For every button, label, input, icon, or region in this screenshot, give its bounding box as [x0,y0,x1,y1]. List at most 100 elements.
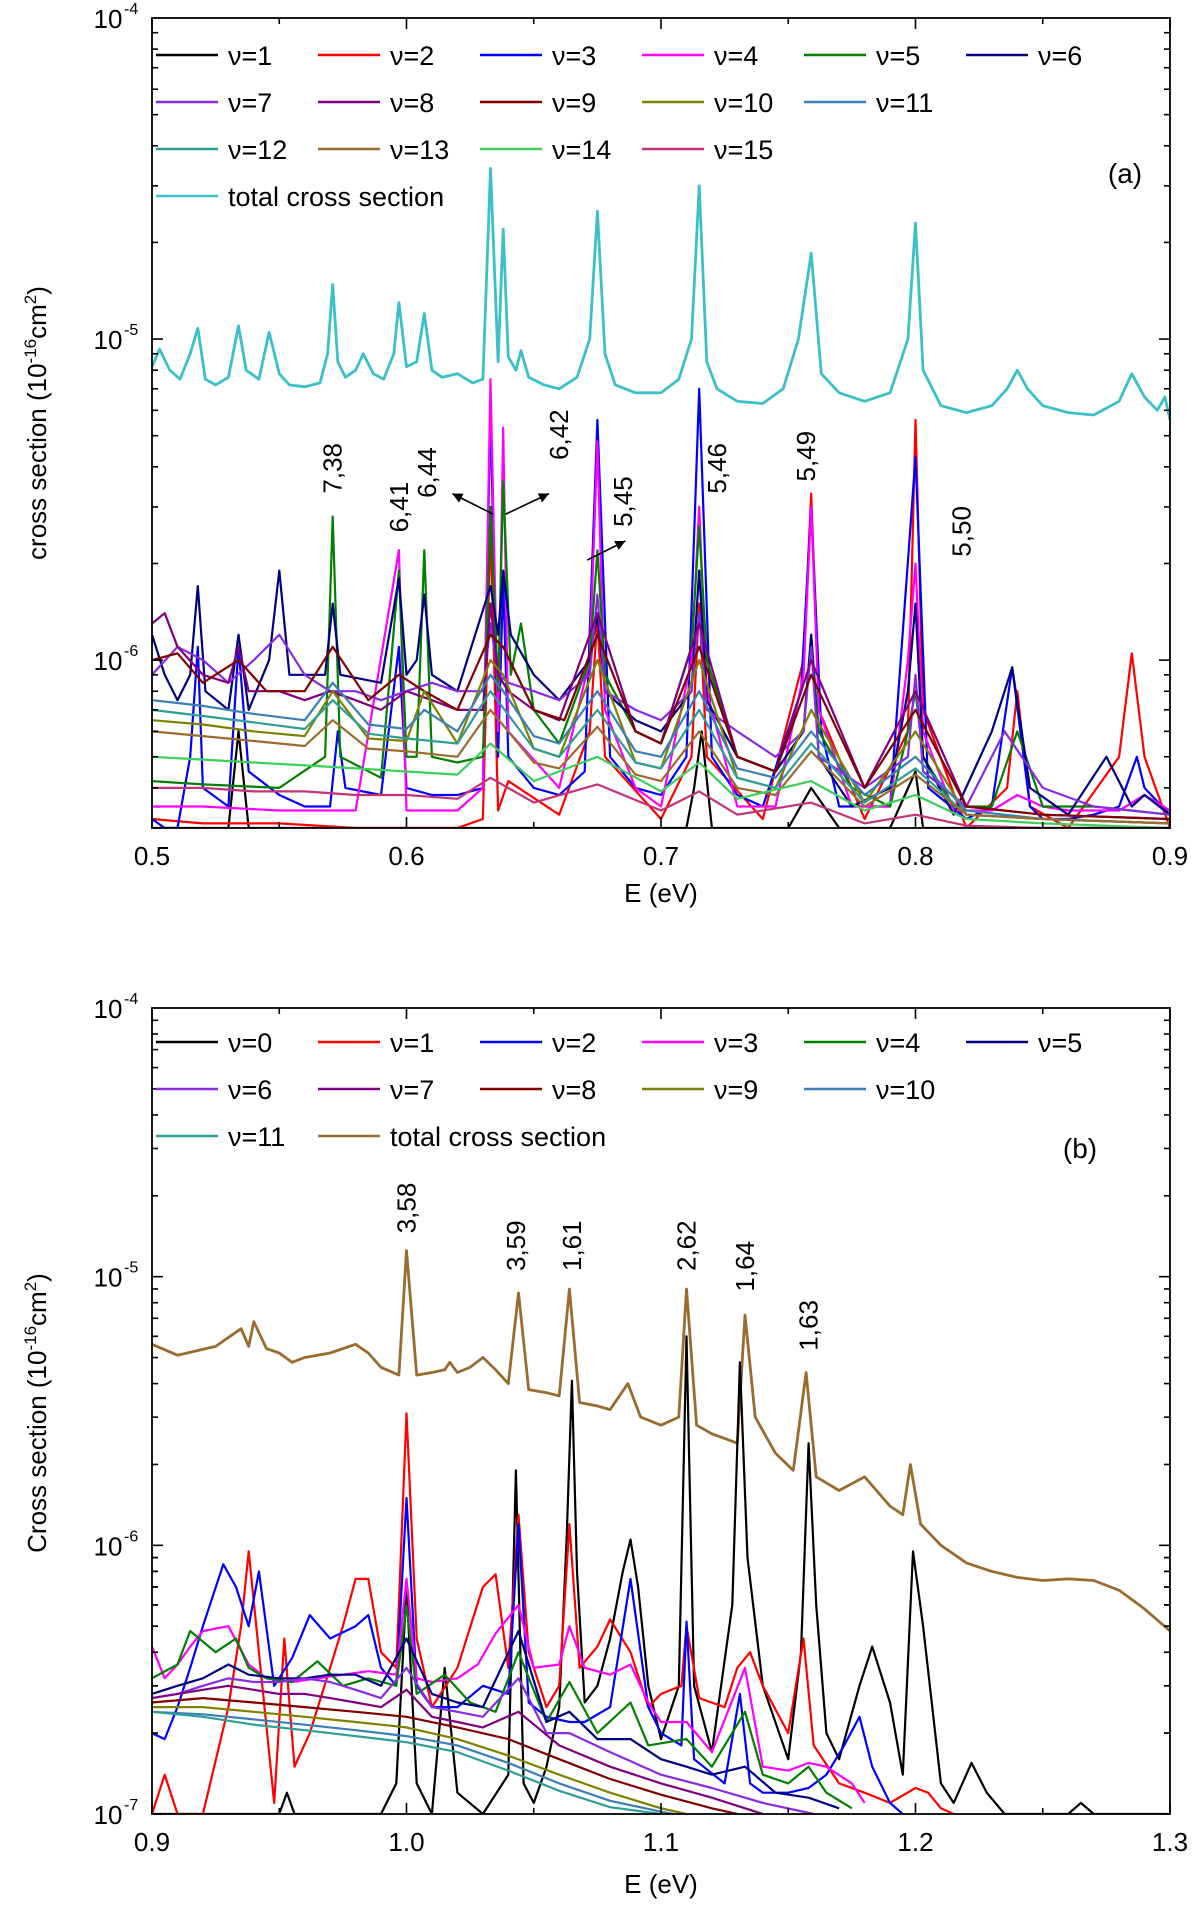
y-tick-label: 10 [94,994,123,1024]
series-line-3 [152,1496,904,1814]
x-tick-label: 0.9 [1152,841,1188,871]
legend-label: ν=7 [228,88,272,118]
legend-label: ν=5 [1038,1028,1082,1058]
y-axis-title-part: ) [22,286,52,295]
y-tick-exponent: -4 [124,1,138,18]
y-axis-title-part: cross section (10 [22,363,52,560]
legend-label: ν=14 [552,135,611,165]
legend-label: ν=0 [228,1028,272,1058]
peak-annotation: 6,41 [384,482,414,533]
y-tick-exponent: -4 [124,991,138,1008]
y-tick-label: 10 [94,4,123,34]
peak-annotation: 6,44 [412,447,442,498]
series-line-9 [152,633,1170,821]
panel-label: (a) [1108,158,1142,189]
panel-a: 0.5 0.6 0.7 0.8 0.910-610-510 -4E (eV)cross s… [21,1,1188,908]
series-line-11 [152,1710,674,1814]
legend-label: ν=12 [228,135,287,165]
peak-annotation: 1,64 [730,1241,760,1292]
x-tick-label: 1.1 [643,1827,679,1857]
legend-label: ν=4 [876,1028,920,1058]
plot-area [152,167,1170,828]
y-axis-title-part: cm [22,304,52,339]
legend-label: ν=2 [552,1028,596,1058]
x-tick-label: 1.2 [897,1827,933,1857]
legend-label: ν=4 [714,41,758,71]
series-line-14 [152,742,1170,828]
x-tick-label: 1.3 [1152,1827,1188,1857]
series-line-7 [152,1666,814,1814]
series-line-10 [152,1706,687,1814]
y-axis-title-part: 2 [21,295,40,304]
legend-label: ν=7 [390,1075,434,1105]
x-tick-label: 0.9 [134,1827,170,1857]
legend-label: ν=3 [552,41,596,71]
legend-label: ν=1 [390,1028,434,1058]
peak-annotation: 6,42 [544,409,574,460]
series-line-5 [152,1603,853,1810]
peak-annotation: 3,58 [392,1183,422,1234]
peak-annotation: 5,49 [791,431,821,482]
x-axis-title: E (eV) [624,1869,698,1899]
y-axis-title-part: 2 [21,1282,40,1291]
y-axis-title-part: cm [22,1291,52,1326]
y-axis-title-part: -16 [21,1326,40,1351]
x-tick-label: 1.0 [388,1827,424,1857]
series-line-9 [152,1697,738,1814]
x-tick-label: 0.5 [134,841,170,871]
peak-annotation: 3,59 [501,1220,531,1271]
legend-label: ν=5 [876,41,920,71]
series-line-15 [152,776,1170,828]
legend-label: ν=13 [390,135,449,165]
legend-label: total cross section [390,1122,606,1152]
legend-label: ν=3 [714,1028,758,1058]
annotation-arrow-head [537,493,550,503]
annotation-arrow-head [452,493,464,503]
series-line-4 [152,1577,866,1804]
legend-label: ν=6 [1038,41,1082,71]
legend-label: ν=6 [228,1075,272,1105]
y-tick-label: 10 [94,1531,123,1561]
series-line-0 [152,167,1170,421]
y-tick-label: 10 [94,1800,123,1830]
peak-annotation: 1,61 [557,1220,587,1271]
y-tick-label: 10 [94,646,123,676]
series-line-8 [152,1684,764,1814]
y-axis-title: cross section (10-16cm2) [21,286,52,560]
series-line-0 [152,1249,1170,1633]
legend-label: ν=11 [228,1122,285,1152]
legend-label: ν=1 [228,41,272,71]
y-axis-title-part: -16 [21,339,40,364]
y-tick-exponent: -6 [124,643,138,660]
x-tick-label: 0.6 [388,841,424,871]
plot-area [152,1249,1170,1814]
y-tick-exponent: -6 [124,1528,138,1545]
peak-annotation: 5,50 [946,506,976,557]
y-tick-exponent: -7 [124,1797,138,1814]
x-tick-label: 0.8 [897,841,933,871]
series-line-12 [152,690,1170,825]
series-line-1 [152,730,1170,828]
y-tick-label: 10 [94,1263,123,1293]
series-line-7 [152,593,1170,816]
peak-annotation: 2,62 [672,1220,702,1271]
series-line-1 [152,1335,1170,1814]
legend-label: ν=10 [714,88,773,118]
legend-label: ν=8 [552,1075,596,1105]
x-axis-title: E (eV) [624,878,698,908]
y-axis-title-part: ) [22,1273,52,1282]
peak-annotation: 1,63 [794,1300,824,1351]
annotation-arrow-head [614,540,626,550]
legend-label: total cross section [228,182,444,212]
legend-label: ν=9 [552,88,596,118]
y-tick-label: 10 [94,325,123,355]
legend-label: ν=8 [390,88,434,118]
legend-label: ν=9 [714,1075,758,1105]
legend-label: ν=11 [876,88,933,118]
series-line-12 [152,1710,662,1814]
peak-annotation: 5,45 [608,476,638,527]
series-line-13 [152,708,1170,825]
series-line-8 [152,602,1170,821]
series-line-6 [152,1629,840,1810]
panel-b: 0.9 1.0 1.1 1.2 1.310-710-610-510 -4E (eV)Cro… [21,991,1188,1899]
